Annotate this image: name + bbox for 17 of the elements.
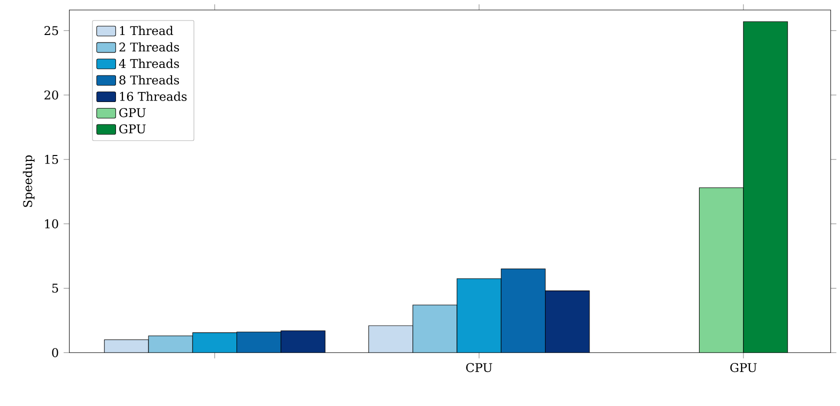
y-tick-label: 5 <box>52 284 58 293</box>
bar <box>456 278 502 353</box>
legend-label: 8 Threads <box>119 75 179 85</box>
y-axis-title: Speedup <box>22 155 35 207</box>
legend-label: 16 Threads <box>120 92 187 101</box>
y-tick-label: 15 <box>45 154 58 164</box>
y-tick-label: 25 <box>44 26 58 36</box>
y-tick-label: 10 <box>45 219 58 228</box>
legend-label: GPU <box>119 108 146 118</box>
bar <box>192 332 238 353</box>
x-tick-label: CPU <box>466 363 492 372</box>
legend-label: 4 Threads <box>118 58 179 68</box>
legend-label: 1 Thread <box>120 26 174 36</box>
y-tick-label: 0 <box>52 348 58 358</box>
y-tick-label: 20 <box>44 90 58 100</box>
legend-label: 2 Threads <box>119 42 179 52</box>
legend-label: GPU <box>119 124 146 134</box>
